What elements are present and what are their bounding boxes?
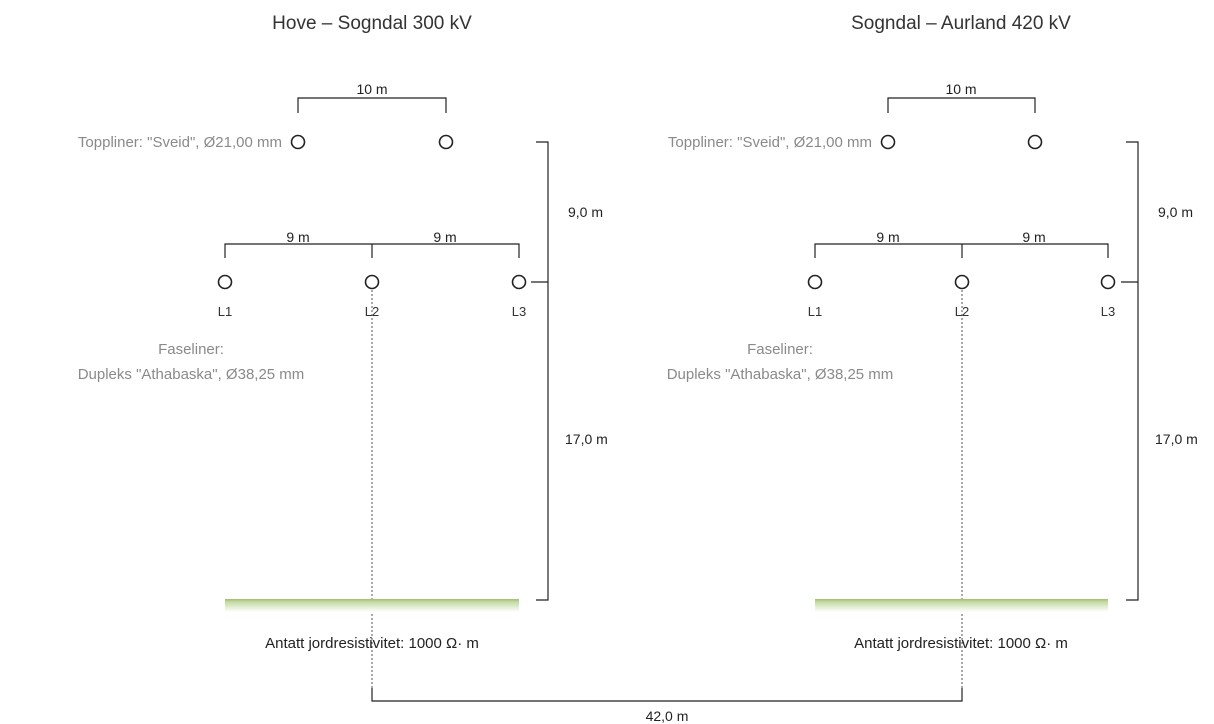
right-phase-l2 [954, 274, 970, 290]
right-height-lower: 17,0 m [1155, 431, 1198, 447]
right-phase-l3 [1100, 274, 1116, 290]
right-faseliner-label-2: Dupleks "Athabaska", Ø38,25 mm [667, 366, 894, 383]
left-phase-spacing-bracket [224, 243, 520, 258]
left-phase-l3 [511, 274, 527, 290]
right-phase-spacing-bracket [814, 243, 1109, 258]
right-tower-diagram: Sogndal – Aurland 420 kV 10 m Toppliner:… [667, 13, 1198, 688]
left-ground-label: Antatt jordresistivitet: 1000 Ω· m [265, 635, 479, 652]
left-top-spacing-label: 10 m [356, 81, 387, 97]
right-phase-spacing-right: 9 m [1022, 229, 1045, 245]
left-phase-l2 [364, 274, 380, 290]
right-topline-label: Toppliner: "Sveid", Ø21,00 mm [668, 134, 872, 151]
left-faseliner-label-1: Faseliner: [158, 341, 224, 358]
left-title: Hove – Sogndal 300 kV [272, 13, 472, 34]
left-height-upper: 9,0 m [568, 204, 603, 220]
right-phase-l3-label: L3 [1101, 304, 1115, 319]
left-topline-1 [290, 134, 306, 150]
right-top-spacing-bracket [887, 97, 1036, 113]
right-height-upper: 9,0 m [1158, 204, 1193, 220]
left-tower-diagram: Hove – Sogndal 300 kV 10 m Toppliner: "S… [78, 13, 608, 688]
separation-bracket [371, 688, 963, 702]
left-phase-spacing-right: 9 m [433, 229, 456, 245]
right-ground-label: Antatt jordresistivitet: 1000 Ω· m [854, 635, 1068, 652]
right-phase-spacing-left: 9 m [876, 229, 899, 245]
right-topline-1 [880, 134, 896, 150]
right-faseliner-label-1: Faseliner: [747, 341, 813, 358]
left-topline-2 [438, 134, 454, 150]
right-height-bracket [1121, 141, 1139, 601]
right-topline-2 [1027, 134, 1043, 150]
left-phase-l1 [217, 274, 233, 290]
left-faseliner-label-2: Dupleks "Athabaska", Ø38,25 mm [78, 366, 305, 383]
left-phase-spacing-left: 9 m [286, 229, 309, 245]
left-height-bracket [531, 141, 549, 601]
left-top-spacing-bracket [297, 97, 447, 113]
right-top-spacing-label: 10 m [945, 81, 976, 97]
right-phase-l1 [807, 274, 823, 290]
right-title: Sogndal – Aurland 420 kV [851, 13, 1071, 34]
left-phase-l1-label: L1 [218, 304, 232, 319]
separation-label: 42,0 m [646, 708, 689, 724]
left-ground [225, 599, 519, 612]
left-topline-label: Toppliner: "Sveid", Ø21,00 mm [78, 134, 282, 151]
left-phase-l3-label: L3 [512, 304, 526, 319]
left-height-lower: 17,0 m [565, 431, 608, 447]
right-phase-l1-label: L1 [808, 304, 822, 319]
right-ground [815, 599, 1108, 612]
